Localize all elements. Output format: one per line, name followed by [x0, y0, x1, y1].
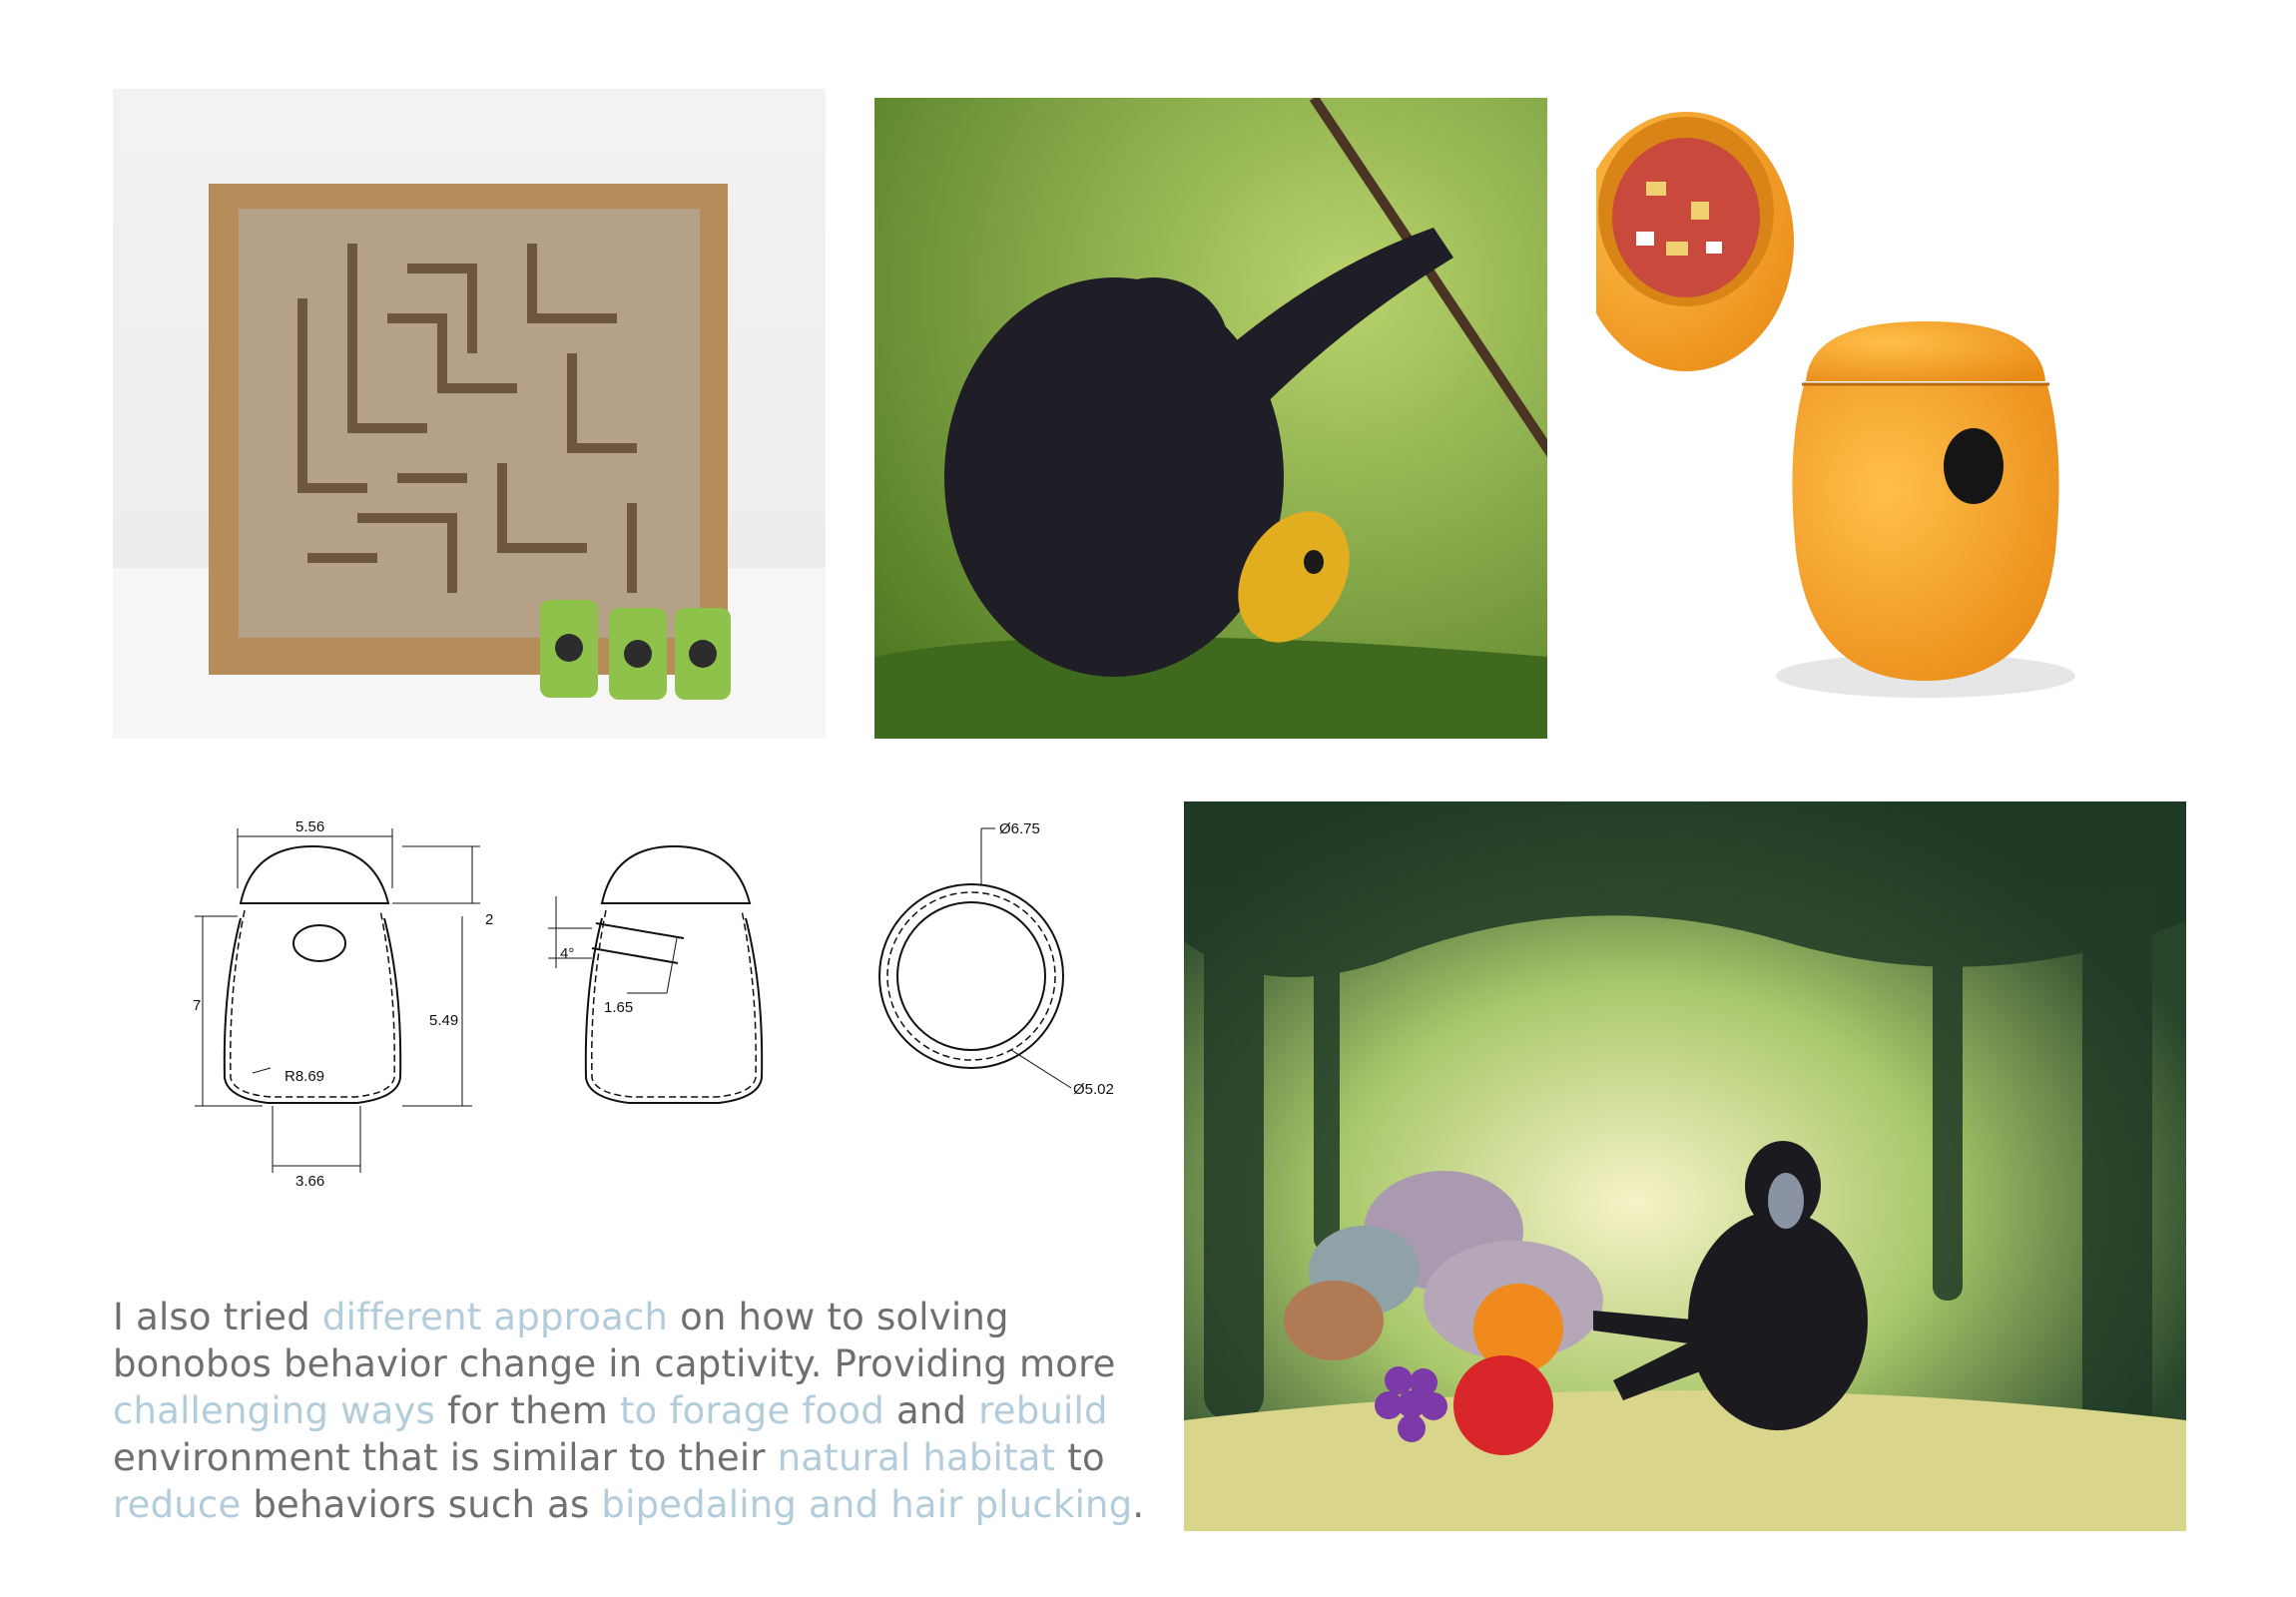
dim-inner-diameter: Ø5.02 [1073, 1081, 1114, 1098]
dim-angle: 4° [560, 945, 574, 962]
bonobo-with-feeder-photo [874, 98, 1547, 739]
dim-outer-diameter: Ø6.75 [999, 820, 1040, 837]
caption-text-3: for them [435, 1389, 620, 1432]
caption-text-4: and [884, 1389, 979, 1432]
dim-total-height: 7 [193, 997, 201, 1014]
dim-hole: 1.65 [604, 999, 633, 1016]
caption-text-8: . [1132, 1483, 1145, 1526]
dim-base-width: 3.66 [295, 1173, 324, 1190]
dim-top-width: 5.56 [295, 818, 324, 835]
side-view [548, 844, 764, 1104]
caption-text-1: I also tried [113, 1296, 322, 1338]
highlight-reduce: reduce [113, 1483, 242, 1526]
cardboard-maze-photo [113, 89, 826, 739]
front-view [195, 828, 480, 1173]
highlight-natural-habitat: natural habitat [777, 1436, 1056, 1479]
caption-text: I also tried different approach on how t… [113, 1294, 1151, 1528]
feeder-technical-drawing: 5.56 7 2 5.49 R8.69 3.66 4° 1.65 [113, 789, 1171, 1208]
highlight-forage-food: to forage food [619, 1389, 885, 1432]
habitat-illustration [1184, 801, 2186, 1531]
dim-radius: R8.69 [285, 1068, 324, 1085]
caption-text-2: on how to solving bonobos behavior chang… [113, 1296, 1116, 1385]
highlight-rebuild: rebuild [978, 1389, 1108, 1432]
highlight-bipedaling-hair-plucking: bipedaling and hair plucking [601, 1483, 1133, 1526]
top-view [878, 827, 1072, 1089]
caption-text-6: to [1055, 1436, 1105, 1479]
dim-cap-height: 2 [485, 911, 493, 928]
highlight-challenging-ways: challenging ways [113, 1389, 436, 1432]
highlight-different-approach: different approach [321, 1296, 669, 1338]
orange-feeder-render [1596, 92, 2184, 739]
caption-text-5: environment that is similar to their [113, 1436, 778, 1479]
caption-text-7: behaviors such as [241, 1483, 602, 1526]
dim-body-height: 5.49 [429, 1012, 458, 1029]
